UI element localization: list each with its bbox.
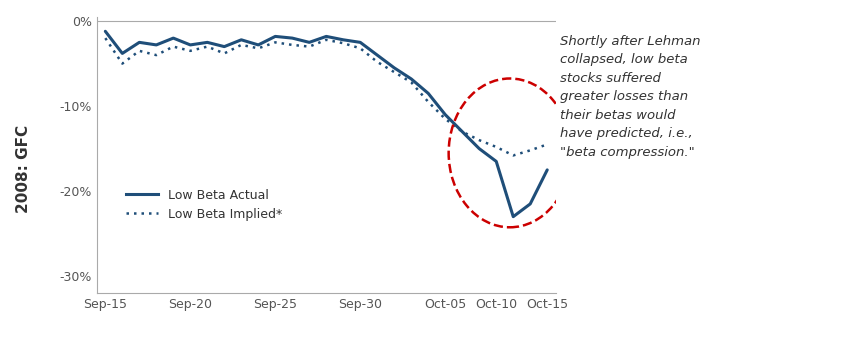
Low Beta Implied* xyxy=(491,145,501,149)
Low Beta Actual xyxy=(457,130,467,134)
Legend: Low Beta Actual, Low Beta Implied*: Low Beta Actual, Low Beta Implied* xyxy=(121,184,287,226)
Low Beta Implied* xyxy=(509,153,519,157)
Low Beta Actual xyxy=(525,202,536,206)
Low Beta Actual xyxy=(304,40,314,44)
Low Beta Implied* xyxy=(185,49,195,53)
Low Beta Actual xyxy=(152,43,162,47)
Low Beta Actual xyxy=(509,215,519,219)
Low Beta Implied* xyxy=(287,43,297,47)
Low Beta Actual xyxy=(491,159,501,163)
Low Beta Actual xyxy=(185,43,195,47)
Low Beta Implied* xyxy=(134,49,144,53)
Low Beta Actual xyxy=(372,53,382,57)
Low Beta Implied* xyxy=(253,46,264,50)
Low Beta Implied* xyxy=(168,44,179,49)
Low Beta Actual xyxy=(338,38,349,42)
Low Beta Actual xyxy=(322,34,332,38)
Low Beta Actual xyxy=(237,38,247,42)
Low Beta Implied* xyxy=(372,60,382,64)
Low Beta Implied* xyxy=(270,40,280,44)
Low Beta Actual xyxy=(134,40,144,44)
Low Beta Actual xyxy=(406,77,416,81)
Line: Low Beta Actual: Low Beta Actual xyxy=(105,31,547,217)
Low Beta Implied* xyxy=(338,41,349,45)
Low Beta Actual xyxy=(474,147,484,151)
Low Beta Actual xyxy=(117,51,127,55)
Low Beta Actual xyxy=(440,113,450,117)
Low Beta Implied* xyxy=(542,142,552,146)
Low Beta Implied* xyxy=(237,43,247,47)
Text: 2008: GFC: 2008: GFC xyxy=(16,124,30,213)
Low Beta Implied* xyxy=(525,148,536,152)
Low Beta Actual xyxy=(542,168,552,172)
Low Beta Implied* xyxy=(304,44,314,49)
Low Beta Actual xyxy=(219,44,229,49)
Low Beta Implied* xyxy=(424,100,434,104)
Low Beta Implied* xyxy=(389,70,399,74)
Low Beta Implied* xyxy=(457,130,467,134)
Low Beta Actual xyxy=(168,36,179,40)
Text: Shortly after Lehman
collapsed, low beta
stocks suffered
greater losses than
the: Shortly after Lehman collapsed, low beta… xyxy=(560,35,701,159)
Low Beta Implied* xyxy=(406,80,416,84)
Low Beta Implied* xyxy=(219,51,229,55)
Low Beta Implied* xyxy=(100,36,110,40)
Low Beta Actual xyxy=(270,34,280,38)
Low Beta Actual xyxy=(202,40,212,44)
Line: Low Beta Implied*: Low Beta Implied* xyxy=(105,38,547,155)
Low Beta Implied* xyxy=(152,53,162,57)
Low Beta Actual xyxy=(424,91,434,95)
Low Beta Implied* xyxy=(355,46,365,50)
Low Beta Actual xyxy=(287,36,297,40)
Low Beta Implied* xyxy=(202,44,212,49)
Low Beta Implied* xyxy=(440,117,450,121)
Low Beta Actual xyxy=(389,66,399,70)
Low Beta Implied* xyxy=(474,138,484,142)
Low Beta Implied* xyxy=(117,62,127,66)
Low Beta Actual xyxy=(355,40,365,44)
Low Beta Implied* xyxy=(322,38,332,42)
Low Beta Actual xyxy=(100,29,110,33)
Low Beta Actual xyxy=(253,43,264,47)
